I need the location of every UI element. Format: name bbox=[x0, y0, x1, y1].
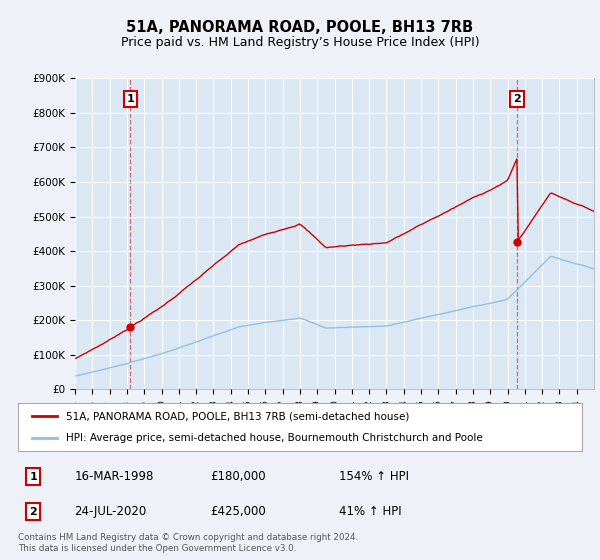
Text: 1: 1 bbox=[29, 472, 37, 482]
Text: 1: 1 bbox=[127, 94, 134, 104]
Text: 41% ↑ HPI: 41% ↑ HPI bbox=[340, 505, 402, 518]
Text: 2: 2 bbox=[29, 507, 37, 517]
Text: 51A, PANORAMA ROAD, POOLE, BH13 7RB: 51A, PANORAMA ROAD, POOLE, BH13 7RB bbox=[127, 20, 473, 35]
Text: 24-JUL-2020: 24-JUL-2020 bbox=[74, 505, 146, 518]
Text: £180,000: £180,000 bbox=[210, 470, 265, 483]
Text: 51A, PANORAMA ROAD, POOLE, BH13 7RB (semi-detached house): 51A, PANORAMA ROAD, POOLE, BH13 7RB (sem… bbox=[66, 411, 409, 421]
Text: Contains HM Land Registry data © Crown copyright and database right 2024.
This d: Contains HM Land Registry data © Crown c… bbox=[18, 533, 358, 553]
Text: HPI: Average price, semi-detached house, Bournemouth Christchurch and Poole: HPI: Average price, semi-detached house,… bbox=[66, 433, 482, 443]
Text: £425,000: £425,000 bbox=[210, 505, 266, 518]
Text: Price paid vs. HM Land Registry’s House Price Index (HPI): Price paid vs. HM Land Registry’s House … bbox=[121, 36, 479, 49]
Text: 16-MAR-1998: 16-MAR-1998 bbox=[74, 470, 154, 483]
Text: 154% ↑ HPI: 154% ↑ HPI bbox=[340, 470, 409, 483]
Text: 2: 2 bbox=[513, 94, 521, 104]
